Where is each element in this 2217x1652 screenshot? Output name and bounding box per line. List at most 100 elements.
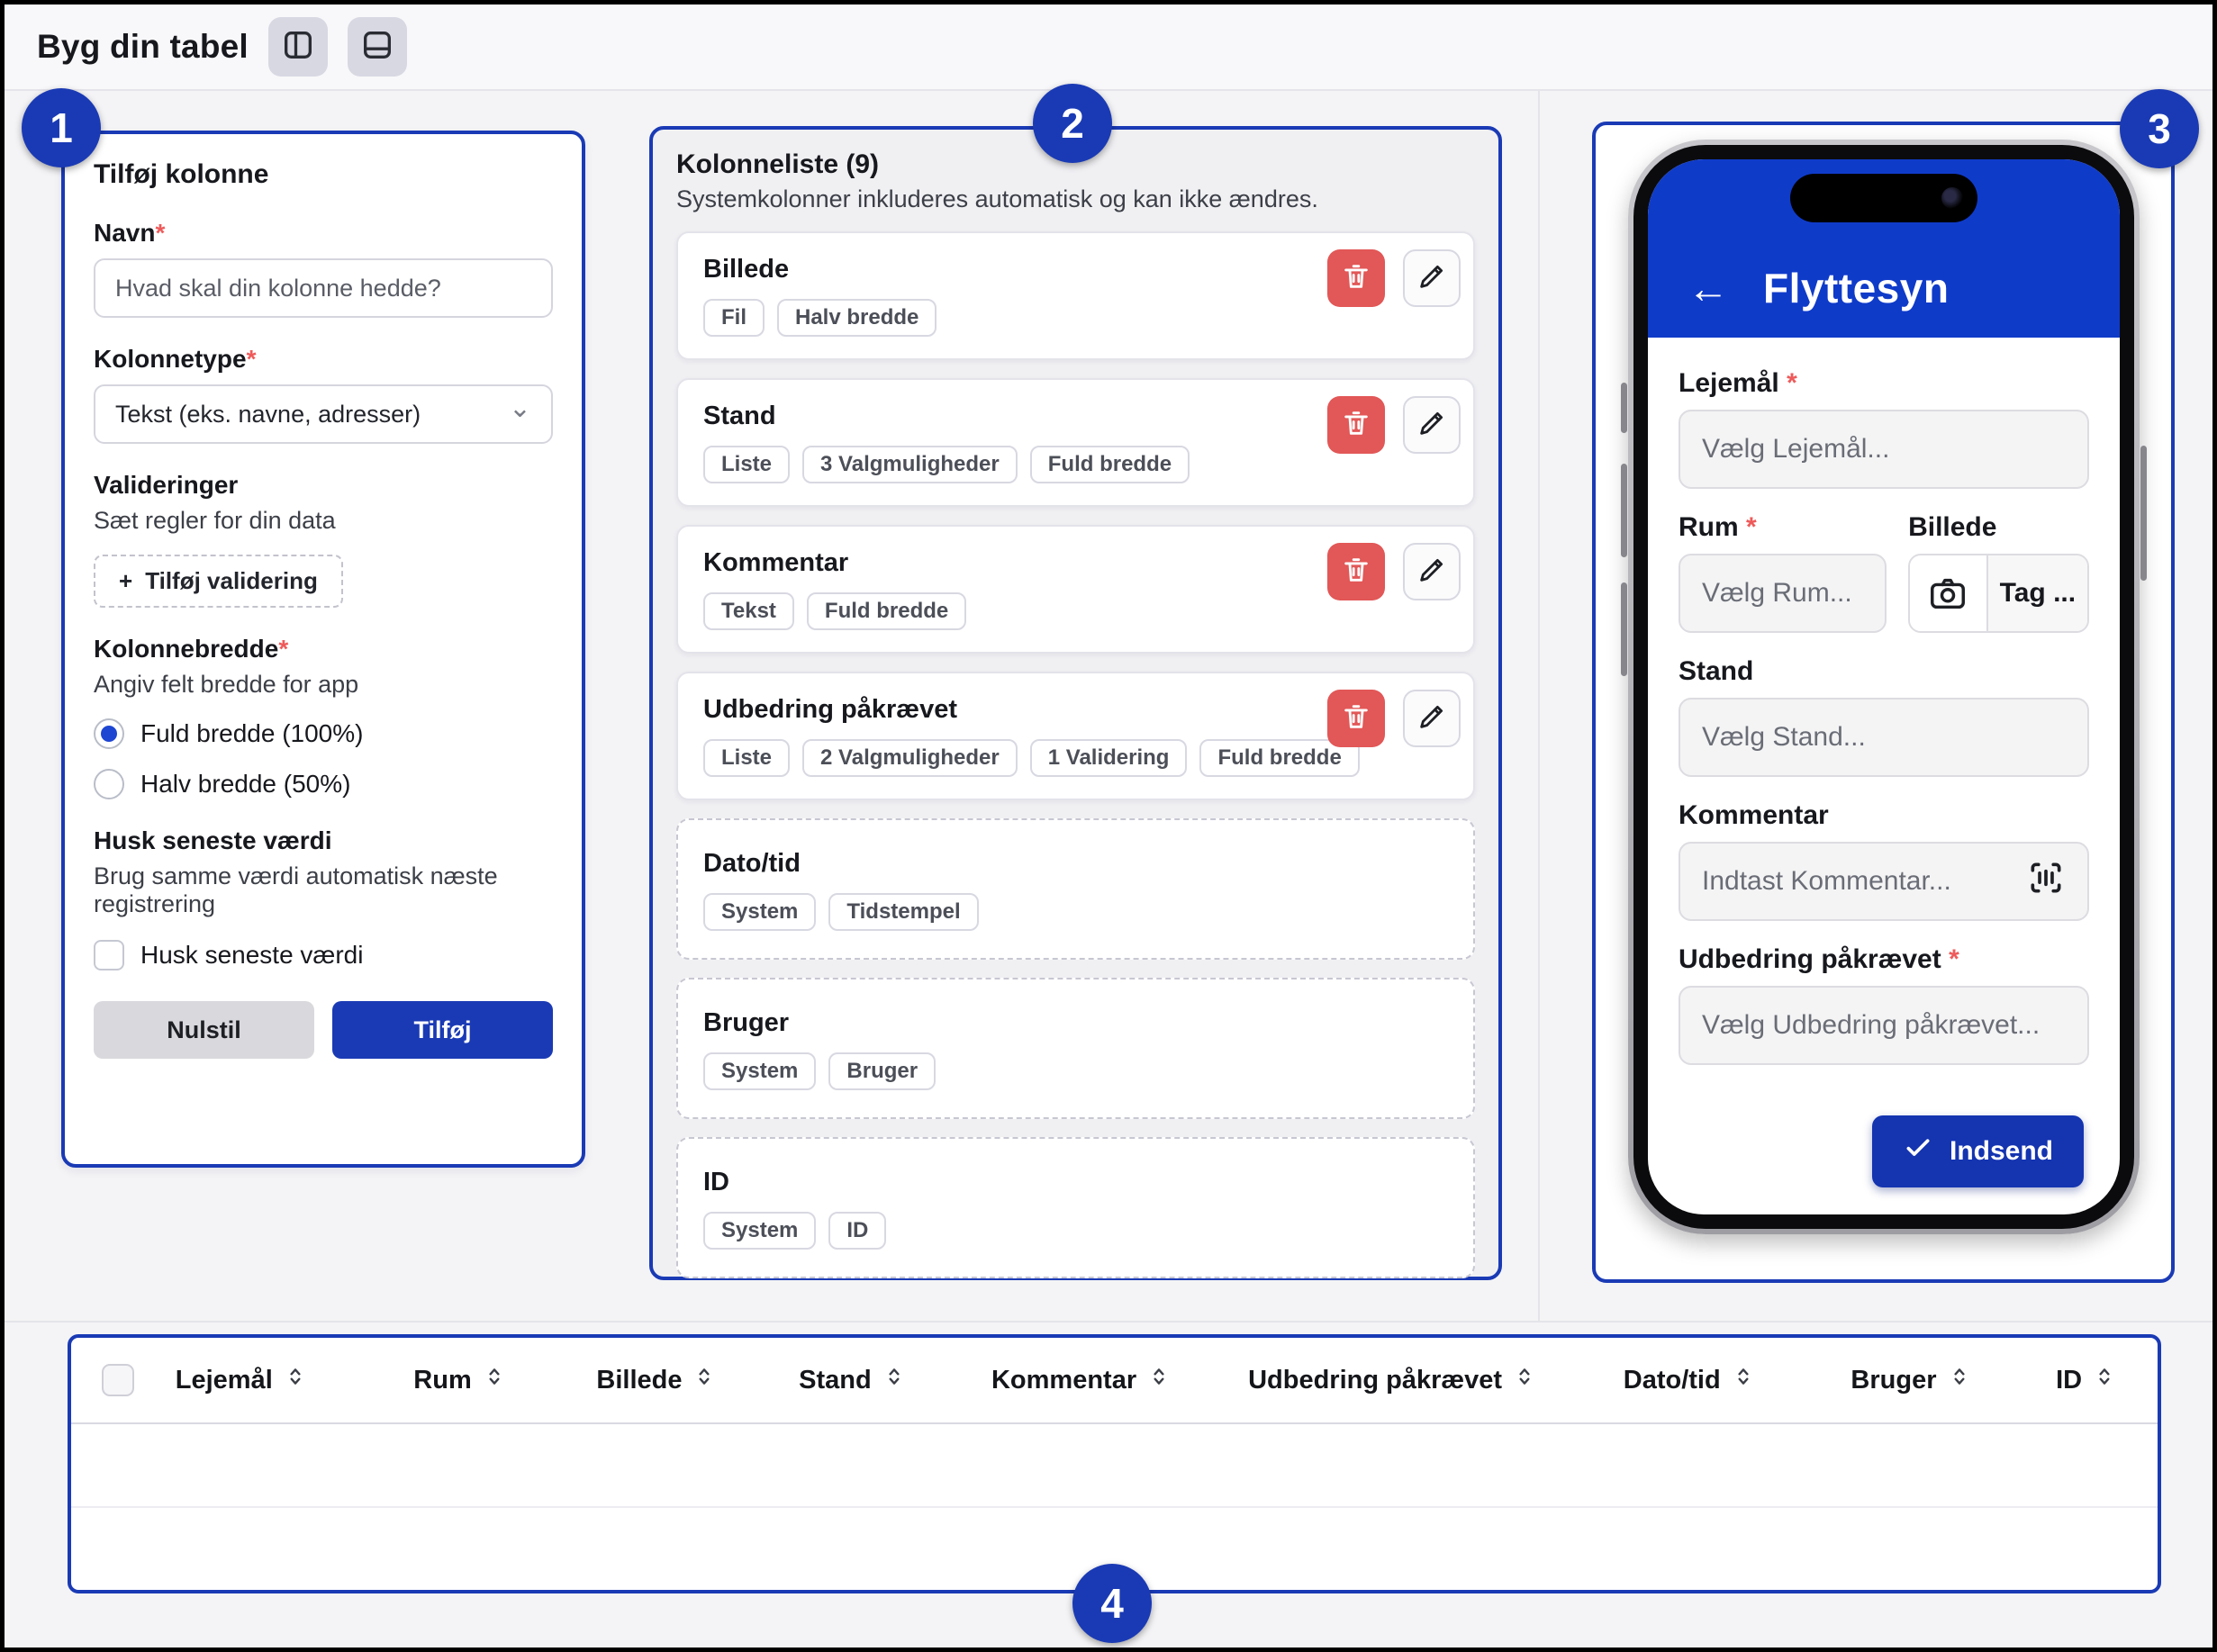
front-camera-icon bbox=[1941, 187, 1963, 209]
take-photo-label: Tag ... bbox=[1987, 555, 2087, 631]
sort-icon[interactable] bbox=[882, 1365, 906, 1395]
required-asterisk: * bbox=[246, 345, 257, 373]
table-header-bruger: Bruger bbox=[1807, 1365, 2014, 1395]
column-tag: Fuld bredde bbox=[1199, 739, 1360, 777]
kommentar-text-field[interactable]: Indtast Kommentar... bbox=[1679, 842, 2089, 921]
add-validation-button[interactable]: + Tilføj validering bbox=[94, 555, 343, 608]
lejemaal-select-field[interactable]: Vælg Lejemål... bbox=[1679, 410, 2089, 489]
camera-icon bbox=[1910, 555, 1988, 631]
edit-column-button[interactable] bbox=[1403, 396, 1461, 454]
trash-icon bbox=[1341, 261, 1371, 296]
sort-icon[interactable] bbox=[1147, 1365, 1171, 1395]
column-list-heading: Kolonneliste (9) bbox=[676, 149, 880, 179]
sort-icon[interactable] bbox=[1513, 1365, 1536, 1395]
width-heading: Kolonnebredde* bbox=[94, 635, 289, 663]
column-card-title: Stand bbox=[703, 402, 776, 430]
layout-columns-toggle-button[interactable] bbox=[267, 17, 328, 77]
phone-side-button bbox=[1621, 464, 1627, 557]
edit-column-button[interactable] bbox=[1403, 543, 1461, 600]
column-card-datotid: Dato/tid System Tidstempel bbox=[676, 818, 1475, 960]
column-card-title: Kommentar bbox=[703, 548, 849, 577]
column-tag: Liste bbox=[703, 739, 791, 777]
table-empty-row bbox=[71, 1424, 2158, 1508]
sort-icon[interactable] bbox=[1732, 1365, 1755, 1395]
delete-column-button[interactable] bbox=[1327, 543, 1385, 600]
phone-mockup: ← Flyttesyn Lejemål * Vælg Lejemål... bbox=[1621, 140, 2147, 1234]
stand-select-field[interactable]: Vælg Stand... bbox=[1679, 698, 2089, 777]
callout-4: 4 bbox=[1072, 1564, 1152, 1643]
delete-column-button[interactable] bbox=[1327, 690, 1385, 747]
trash-icon bbox=[1341, 408, 1371, 443]
column-tag: Fuld bredde bbox=[1029, 446, 1190, 483]
required-asterisk: * bbox=[1949, 944, 1959, 974]
required-asterisk: * bbox=[155, 219, 166, 247]
edit-column-button[interactable] bbox=[1403, 249, 1461, 307]
width-option-full[interactable]: Fuld bredde (100%) bbox=[94, 718, 553, 749]
name-label: Navn* bbox=[94, 219, 166, 247]
sort-icon[interactable] bbox=[1948, 1365, 1971, 1395]
field-label-udbedring: Udbedring påkrævet * bbox=[1679, 944, 1959, 974]
trash-icon bbox=[1341, 701, 1371, 736]
column-tag: Tekst bbox=[703, 592, 794, 630]
layout-split-horizontal-icon bbox=[359, 27, 395, 68]
sort-icon[interactable] bbox=[483, 1365, 506, 1395]
delete-column-button[interactable] bbox=[1327, 249, 1385, 307]
field-label-billede: Billede bbox=[1908, 512, 1997, 542]
reset-button[interactable]: Nulstil bbox=[94, 1001, 314, 1059]
pencil-icon bbox=[1416, 555, 1447, 590]
submit-label: Indsend bbox=[1949, 1136, 2053, 1166]
radio-selected-icon bbox=[94, 718, 124, 749]
field-label-rum: Rum * bbox=[1679, 512, 1757, 542]
callout-2: 2 bbox=[1033, 84, 1112, 163]
required-asterisk: * bbox=[1746, 512, 1757, 542]
edit-column-button[interactable] bbox=[1403, 690, 1461, 747]
table-header-row: Lejemål Rum Billede Stand Kommentar Udbe… bbox=[71, 1338, 2158, 1424]
column-type-select[interactable]: Tekst (eks. navne, adresser) ⌄ bbox=[94, 384, 553, 444]
field-label-stand: Stand bbox=[1679, 656, 1754, 686]
remember-checkbox-row[interactable]: Husk seneste værdi bbox=[94, 940, 553, 970]
callout-3: 3 bbox=[2120, 89, 2199, 168]
sort-icon[interactable] bbox=[2093, 1365, 2116, 1395]
width-subtext: Angiv felt bredde for app bbox=[94, 671, 359, 698]
pencil-icon bbox=[1416, 408, 1447, 443]
delete-column-button[interactable] bbox=[1327, 396, 1385, 454]
sort-icon[interactable] bbox=[284, 1365, 307, 1395]
validations-subtext: Sæt regler for din data bbox=[94, 507, 336, 534]
field-label-lejemaal: Lejemål * bbox=[1679, 368, 1797, 398]
add-button[interactable]: Tilføj bbox=[332, 1001, 553, 1059]
app-header: ← Flyttesyn bbox=[1648, 159, 2120, 338]
take-photo-button[interactable]: Tag ... bbox=[1908, 554, 2089, 633]
column-tag: 3 Valgmuligheder bbox=[802, 446, 1018, 483]
column-tag: 1 Validering bbox=[1029, 739, 1188, 777]
column-card-title: Bruger bbox=[703, 1008, 790, 1037]
table-header-lejemaal: Lejemål bbox=[134, 1365, 363, 1395]
back-arrow-icon[interactable]: ← bbox=[1688, 265, 1729, 311]
width-option-half-label: Halv bredde (50%) bbox=[140, 770, 351, 798]
submit-button[interactable]: Indsend bbox=[1871, 1115, 2084, 1187]
layout-rows-toggle-button[interactable] bbox=[347, 17, 407, 77]
udbedring-select-field[interactable]: Vælg Udbedring påkrævet... bbox=[1679, 986, 2089, 1065]
data-table-panel: Lejemål Rum Billede Stand Kommentar Udbe… bbox=[68, 1334, 2161, 1593]
column-card-billede: Billede Fil Halv bredde bbox=[676, 231, 1475, 360]
width-option-half[interactable]: Halv bredde (50%) bbox=[94, 769, 553, 799]
phone-screen: ← Flyttesyn Lejemål * Vælg Lejemål... bbox=[1648, 159, 2120, 1214]
scan-text-icon bbox=[2026, 858, 2066, 905]
vertical-divider bbox=[1538, 91, 1540, 1321]
sort-icon[interactable] bbox=[692, 1365, 716, 1395]
table-header-stand: Stand bbox=[756, 1365, 948, 1395]
column-card-kommentar: Kommentar Tekst Fuld bredde bbox=[676, 525, 1475, 654]
app-preview-panel: ← Flyttesyn Lejemål * Vælg Lejemål... bbox=[1592, 122, 2175, 1283]
select-all-checkbox[interactable] bbox=[102, 1364, 134, 1396]
width-option-full-label: Fuld bredde (100%) bbox=[140, 719, 364, 747]
trash-icon bbox=[1341, 555, 1371, 590]
kommentar-placeholder: Indtast Kommentar... bbox=[1702, 866, 1951, 896]
required-asterisk: * bbox=[1787, 368, 1797, 398]
pencil-icon bbox=[1416, 701, 1447, 736]
rum-select-field[interactable]: Vælg Rum... bbox=[1679, 554, 1887, 633]
column-tag: ID bbox=[828, 1212, 887, 1250]
column-tag: Fil bbox=[703, 299, 765, 337]
column-name-input[interactable] bbox=[94, 258, 553, 318]
remember-checkbox-label: Husk seneste værdi bbox=[140, 941, 364, 969]
table-header-rum: Rum bbox=[362, 1365, 557, 1395]
